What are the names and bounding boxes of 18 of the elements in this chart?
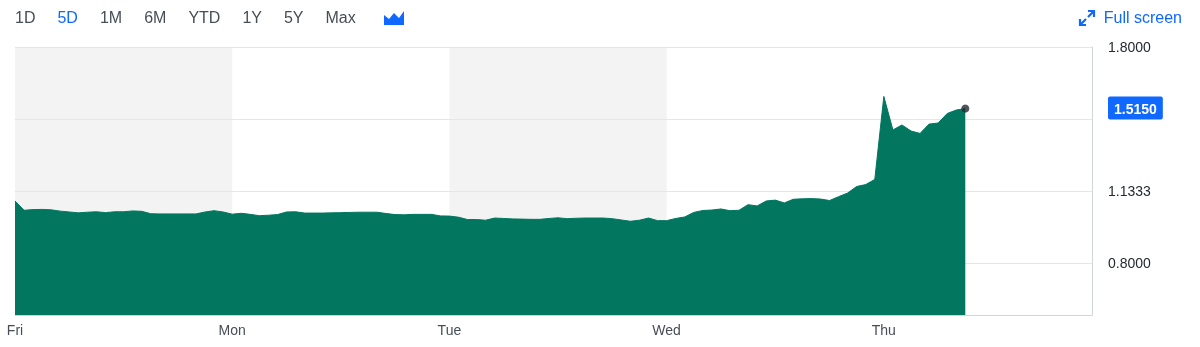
x-tick-label: Wed <box>652 322 681 338</box>
text: 1D <box>15 9 36 27</box>
text: Full screen <box>1103 9 1182 27</box>
text: Max <box>325 9 356 27</box>
text: YTD <box>188 9 221 27</box>
x-tick-label: Tue <box>437 322 462 338</box>
y-tick-label: 0.8000 <box>1108 254 1152 271</box>
y-tick-label: 1.1333 <box>1108 182 1152 199</box>
text: 1M <box>99 9 123 27</box>
x-tick-label: Mon <box>218 322 246 338</box>
x-tick-label: Fri <box>6 322 24 338</box>
text: 5Y <box>283 9 304 27</box>
x-tick-label: Thu <box>871 322 896 338</box>
text: 6M <box>144 9 167 27</box>
text: 5D <box>57 9 78 27</box>
y-tick-label: 1.8000 <box>1108 39 1152 55</box>
text: 1Y <box>242 9 262 27</box>
text: 1.5150 <box>1114 100 1158 117</box>
